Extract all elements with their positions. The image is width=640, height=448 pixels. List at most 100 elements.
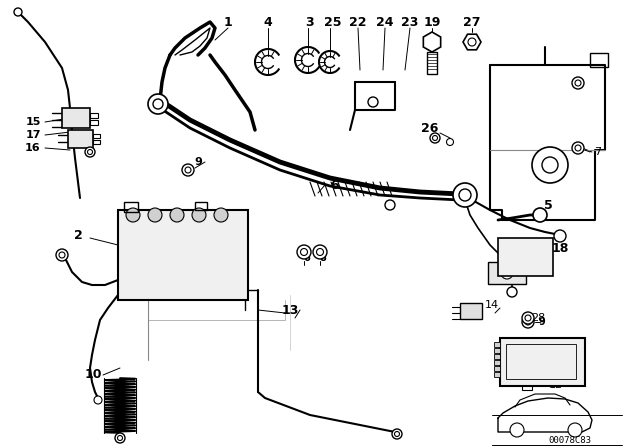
Circle shape	[554, 230, 566, 242]
Bar	[590, 53, 608, 67]
Circle shape	[94, 396, 102, 404]
Bar	[124, 202, 138, 212]
Circle shape	[459, 189, 471, 201]
Text: 10: 10	[84, 369, 102, 382]
Bar	[460, 303, 482, 319]
Text: 7: 7	[595, 147, 602, 157]
Text: 1: 1	[223, 16, 232, 29]
Circle shape	[430, 133, 440, 143]
Text: 14: 14	[485, 300, 499, 310]
Text: 26: 26	[421, 121, 438, 134]
Circle shape	[542, 157, 558, 173]
Circle shape	[385, 200, 395, 210]
Circle shape	[185, 167, 191, 173]
Bar	[494, 366, 500, 371]
Circle shape	[313, 245, 327, 259]
Circle shape	[297, 245, 311, 259]
Circle shape	[507, 287, 517, 297]
Text: 18: 18	[551, 241, 569, 254]
Bar	[427, 52, 437, 74]
Circle shape	[394, 431, 399, 436]
Text: 23: 23	[401, 16, 419, 29]
Circle shape	[523, 368, 531, 376]
Bar	[90, 113, 98, 118]
Text: 16: 16	[25, 143, 41, 153]
Text: 25: 25	[324, 16, 342, 29]
Bar	[494, 372, 500, 377]
Bar	[494, 342, 500, 347]
Text: 6: 6	[303, 253, 310, 263]
Circle shape	[523, 345, 533, 355]
Bar	[522, 372, 532, 390]
Bar	[118, 210, 248, 300]
Text: 22: 22	[349, 16, 367, 29]
Bar	[494, 354, 500, 359]
Circle shape	[115, 433, 125, 443]
Circle shape	[118, 435, 122, 440]
Text: 17: 17	[25, 130, 41, 140]
Circle shape	[522, 312, 534, 324]
Circle shape	[392, 429, 402, 439]
Bar	[62, 108, 90, 128]
Text: 27: 27	[463, 16, 481, 29]
Bar	[68, 130, 93, 148]
Circle shape	[568, 423, 582, 437]
Circle shape	[572, 77, 584, 89]
Circle shape	[525, 315, 531, 321]
Circle shape	[182, 164, 194, 176]
Circle shape	[153, 99, 163, 109]
Circle shape	[59, 252, 65, 258]
Circle shape	[575, 145, 581, 151]
Text: 9: 9	[194, 157, 202, 167]
Circle shape	[525, 319, 531, 325]
Circle shape	[126, 208, 140, 222]
Circle shape	[575, 80, 581, 86]
Circle shape	[522, 316, 534, 328]
Circle shape	[433, 135, 438, 141]
Text: 2: 2	[74, 228, 83, 241]
Text: 8: 8	[319, 253, 326, 263]
Circle shape	[88, 150, 93, 155]
Bar	[500, 338, 585, 386]
Bar	[93, 134, 100, 138]
Text: 4: 4	[264, 16, 273, 29]
Circle shape	[14, 8, 22, 16]
Text: 11: 11	[549, 350, 563, 360]
Circle shape	[56, 249, 68, 261]
Text: 20: 20	[531, 349, 548, 362]
Text: 00078C83: 00078C83	[548, 435, 591, 444]
Circle shape	[148, 208, 162, 222]
Circle shape	[214, 208, 228, 222]
Circle shape	[301, 249, 307, 255]
Circle shape	[368, 97, 378, 107]
Bar	[488, 262, 526, 284]
Text: 21: 21	[503, 263, 517, 273]
Bar	[90, 120, 98, 125]
Bar	[93, 140, 100, 144]
Text: 24: 24	[376, 16, 394, 29]
Circle shape	[468, 38, 476, 46]
Bar	[506, 344, 576, 379]
Bar	[494, 360, 500, 365]
Text: 5: 5	[543, 198, 552, 211]
Text: 6: 6	[331, 178, 339, 191]
Circle shape	[501, 267, 513, 279]
Circle shape	[192, 208, 206, 222]
Text: 12: 12	[549, 380, 563, 390]
Circle shape	[572, 142, 584, 154]
Text: 13: 13	[282, 303, 299, 316]
Text: 15: 15	[26, 117, 41, 127]
Circle shape	[532, 147, 568, 183]
Circle shape	[148, 94, 168, 114]
Text: 19: 19	[423, 16, 441, 29]
Circle shape	[447, 138, 454, 146]
Bar	[195, 202, 207, 210]
Text: 28: 28	[531, 313, 545, 323]
Text: 9: 9	[539, 317, 545, 327]
Circle shape	[170, 208, 184, 222]
Circle shape	[533, 208, 547, 222]
Bar	[494, 348, 500, 353]
Circle shape	[453, 183, 477, 207]
Circle shape	[317, 249, 323, 255]
Circle shape	[85, 147, 95, 157]
